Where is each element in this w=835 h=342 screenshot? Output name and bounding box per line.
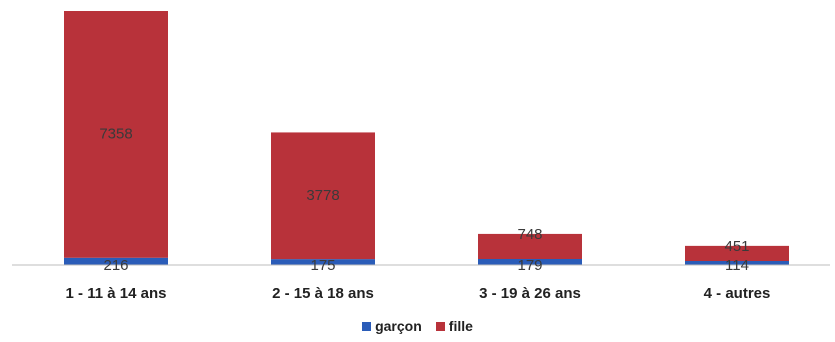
data-label-garcon-4: 114 [725,257,749,274]
category-label-4: 4 - autres [704,285,771,302]
data-label-fille-1: 7358 [99,125,132,142]
bar-garcon-2 [271,259,375,265]
data-label-fille-3: 748 [517,226,542,243]
data-label-garcon-3: 179 [517,257,542,274]
bars-group [64,11,789,265]
category-label-2: 2 - 15 à 18 ans [272,285,374,302]
bar-fille-1 [64,11,168,258]
labels-group: 216 7358 1 - 11 à 14 ans 175 3778 2 - 15 à 18… [66,125,771,302]
legend-item-garcon: garçon [362,318,422,334]
legend: garçon fille [0,318,835,334]
category-label-1: 1 - 11 à 14 ans [66,285,167,302]
bar-garcon-3 [478,258,582,265]
data-label-fille-4: 451 [724,238,749,255]
legend-label-fille: fille [448,318,473,334]
bar-garcon-1 [64,257,168,265]
category-label-3: 3 - 19 à 26 ans [479,285,581,302]
data-label-garcon-1: 216 [103,257,128,274]
bar-garcon-4 [685,261,789,265]
legend-item-fille: fille [435,318,473,334]
legend-swatch-fille [435,321,445,331]
data-label-garcon-2: 175 [310,257,335,274]
bar-fille-3 [478,233,582,259]
bar-fille-4 [685,245,789,261]
data-label-fille-2: 3778 [306,187,339,204]
bar-fille-2 [271,132,375,260]
legend-swatch-garcon [362,321,372,331]
legend-label-garcon: garçon [375,318,422,334]
